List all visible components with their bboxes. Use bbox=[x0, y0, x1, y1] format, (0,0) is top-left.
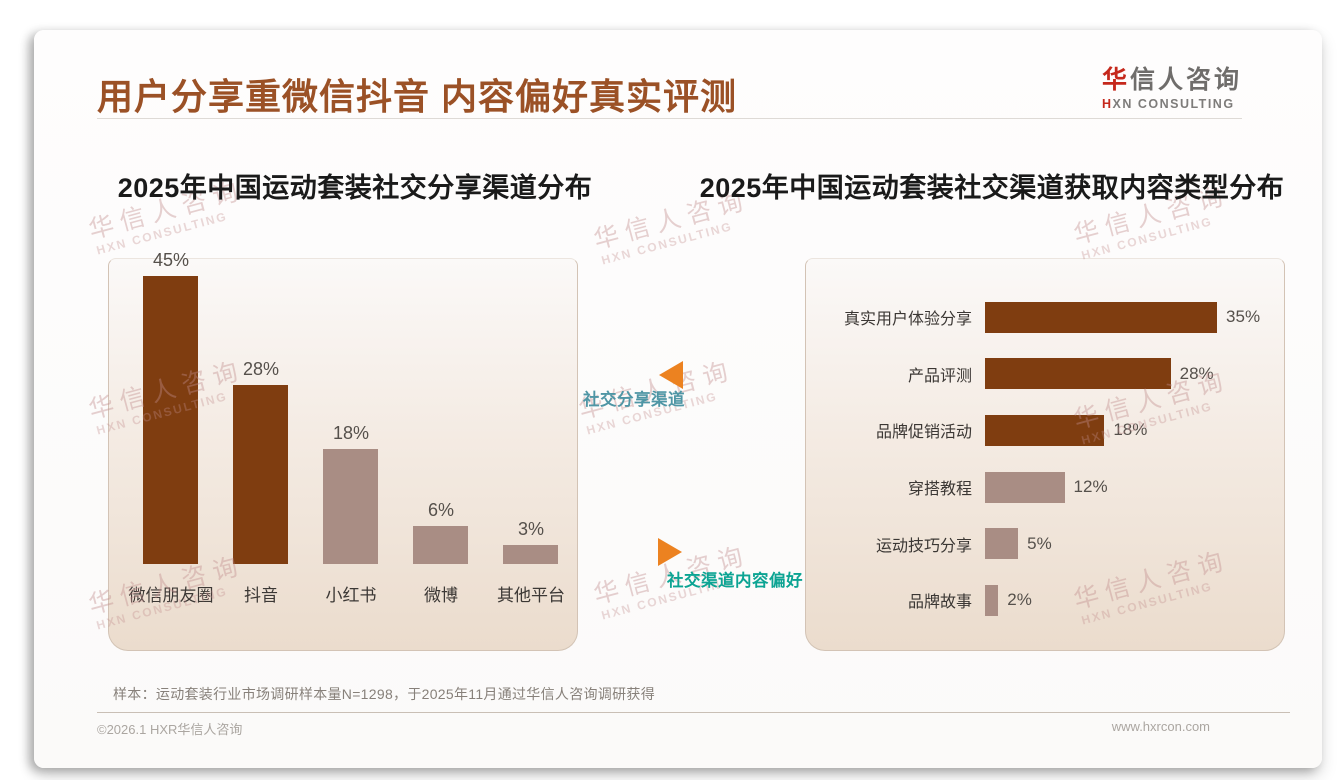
chart-row: 产品评测 28% bbox=[806, 346, 1284, 403]
arrow-right-icon bbox=[658, 538, 682, 566]
copyright-text: ©2026.1 HXR华信人咨询 bbox=[97, 722, 243, 737]
category-label: 品牌故事 bbox=[907, 594, 972, 612]
website-url: www.hxrcon.com bbox=[1111, 719, 1210, 734]
horizontal-bar-chart-panel: 真实用户体验分享 35% 产品评测 28% 品牌促销活动 18% 穿搭教程 12% 运动技巧分享… bbox=[805, 258, 1285, 651]
chart-bar bbox=[985, 414, 1105, 446]
watermark-line2: HXN CONSULTING bbox=[599, 219, 735, 268]
annotation-content-preference: 社交渠道内容偏好 bbox=[667, 572, 803, 590]
bar-value-label: 28% bbox=[242, 358, 280, 379]
category-label: 真实用户体验分享 bbox=[843, 311, 972, 329]
chart-row: 穿搭教程 12% bbox=[806, 459, 1284, 516]
bar-value-label: 5% bbox=[1027, 533, 1052, 553]
category-label: 微信朋友圈 bbox=[128, 586, 214, 605]
bar-value-label: 3% bbox=[517, 518, 544, 539]
left-chart-title: 2025年中国运动套装社交分享渠道分布 bbox=[117, 173, 593, 203]
watermark-line2: HXN CONSULTING bbox=[1079, 214, 1215, 263]
category-label: 微博 bbox=[424, 586, 458, 605]
horizontal-bar-rows: 真实用户体验分享 35% 产品评测 28% 品牌促销活动 18% 穿搭教程 12% 运动技巧分享… bbox=[806, 289, 1284, 629]
bar-value-label: 18% bbox=[332, 422, 370, 443]
company-logo: 华信人咨询 HXN CONSULTING bbox=[1102, 60, 1242, 111]
arrow-left-icon bbox=[659, 361, 683, 389]
chart-row: 品牌促销活动 18% bbox=[806, 402, 1284, 459]
footer-divider bbox=[97, 712, 1290, 713]
bar-value-label: 35% bbox=[1226, 307, 1261, 327]
category-label: 产品评测 bbox=[907, 367, 972, 385]
chart-bar bbox=[985, 471, 1065, 503]
chart-row: 真实用户体验分享 35% bbox=[806, 289, 1284, 346]
bar-value-label: 2% bbox=[1007, 590, 1032, 610]
bar-value-label: 45% bbox=[152, 250, 190, 270]
bar-value-label: 18% bbox=[1113, 420, 1148, 440]
annotation-share-channels: 社交分享渠道 bbox=[583, 391, 685, 409]
title-divider bbox=[97, 118, 1242, 119]
chart-bar bbox=[985, 358, 1171, 390]
bar-value-label: 28% bbox=[1179, 363, 1214, 383]
sample-note: 样本：运动套装行业市场调研样本量N=1298，于2025年11月通过华信人咨询调… bbox=[113, 686, 656, 702]
category-label: 其他平台 bbox=[497, 586, 565, 605]
chart-bar bbox=[233, 384, 288, 564]
logo-accent-char: 华 bbox=[1101, 66, 1130, 94]
chart-bar bbox=[985, 528, 1019, 560]
chart-bar bbox=[503, 544, 558, 564]
logo-en-rest-chars: XN CONSULTING bbox=[1112, 97, 1235, 111]
chart-bar bbox=[985, 301, 1218, 333]
chart-bar bbox=[323, 448, 378, 564]
logo-english-name: HXN CONSULTING bbox=[1102, 97, 1242, 111]
chart-row: 运动技巧分享 5% bbox=[806, 515, 1284, 572]
vertical-bar-chart-panel: 45% 微信朋友圈 28% 抖音 18% 小红书 6% 微博 3% 其他平台 bbox=[108, 250, 578, 651]
logo-chinese-name: 华信人咨询 bbox=[1102, 60, 1242, 96]
category-label: 品牌促销活动 bbox=[875, 424, 972, 442]
right-chart-title: 2025年中国运动套装社交渠道获取内容类型分布 bbox=[699, 173, 1285, 203]
page-title: 用户分享重微信抖音 内容偏好真实评测 bbox=[97, 76, 738, 117]
logo-rest-chars: 信人咨询 bbox=[1129, 66, 1242, 94]
category-label: 小红书 bbox=[325, 586, 377, 605]
category-label: 穿搭教程 bbox=[907, 481, 972, 499]
category-label: 运动技巧分享 bbox=[875, 537, 972, 555]
bar-value-label: 6% bbox=[427, 499, 454, 520]
logo-en-accent-char: H bbox=[1101, 97, 1113, 111]
slide-card: 华信人咨询 HXN CONSULTING 华信人咨询 HXN CONSULTING 华信… bbox=[34, 30, 1322, 768]
chart-bar bbox=[985, 584, 999, 616]
chart-row: 品牌故事 2% bbox=[806, 572, 1284, 629]
category-label: 抖音 bbox=[244, 586, 278, 605]
chart-bar bbox=[143, 276, 198, 564]
chart-bar bbox=[413, 525, 468, 564]
bar-value-label: 12% bbox=[1073, 477, 1108, 497]
